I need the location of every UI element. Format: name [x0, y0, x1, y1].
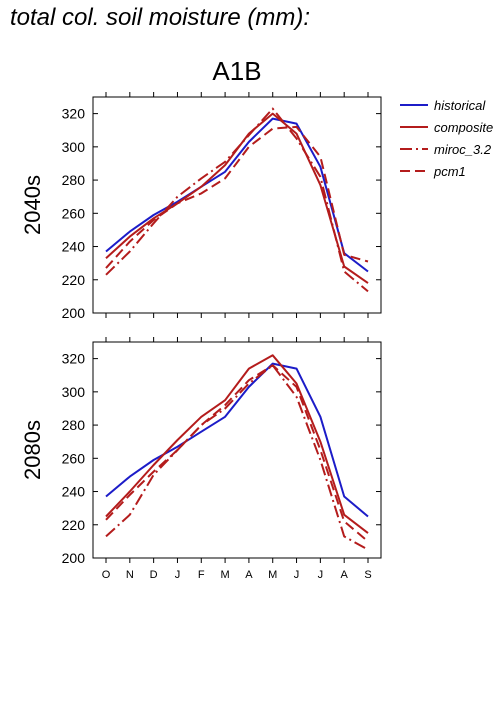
y-tick-label: 200	[62, 305, 86, 321]
series-line-composite	[105, 354, 369, 534]
page-title: total col. soil moisture (mm):	[10, 4, 311, 31]
series-line-miroc-3-2	[105, 364, 369, 551]
y-tick-label: 260	[62, 205, 86, 221]
x-tick-label: J	[318, 569, 324, 581]
x-tick-label: M	[268, 569, 277, 581]
y-tick-label: 200	[62, 550, 86, 566]
y-tick-label: 220	[62, 517, 86, 533]
y-tick-label: 320	[62, 106, 86, 122]
x-tick-label: A	[341, 569, 349, 581]
y-tick-label: 300	[62, 139, 86, 155]
row-label: 2040s	[20, 175, 45, 235]
plot-frame-1	[92, 96, 382, 314]
series-line-historical	[105, 117, 369, 273]
y-tick-label: 280	[62, 172, 86, 188]
x-tick-label: M	[221, 569, 230, 581]
plot-frame-2	[92, 341, 382, 559]
x-tick-label: J	[294, 569, 300, 581]
series-line-miroc-3-2	[105, 107, 369, 293]
legend-label: composite	[434, 120, 493, 135]
row-label: 2080s	[20, 420, 45, 480]
x-tick-label: D	[150, 569, 158, 581]
y-tick-label: 320	[62, 351, 86, 367]
y-tick-label: 240	[62, 239, 86, 255]
legend-label: pcm1	[433, 164, 466, 179]
x-tick-label: A	[245, 569, 253, 581]
x-tick-label: S	[364, 569, 371, 581]
x-tick-label: F	[198, 569, 205, 581]
y-tick-label: 220	[62, 272, 86, 288]
series-line-historical	[105, 362, 369, 518]
legend-label: historical	[434, 98, 486, 113]
y-tick-label: 240	[62, 484, 86, 500]
y-tick-label: 260	[62, 450, 86, 466]
x-tick-label: O	[102, 569, 111, 581]
x-tick-label: N	[126, 569, 134, 581]
series-line-pcm1	[105, 364, 369, 543]
x-tick-label: J	[175, 569, 181, 581]
y-tick-label: 280	[62, 417, 86, 433]
y-tick-label: 300	[62, 384, 86, 400]
legend-label: miroc_3.2	[434, 142, 492, 157]
column-title: A1B	[212, 56, 261, 86]
series-line-pcm1	[105, 125, 369, 269]
